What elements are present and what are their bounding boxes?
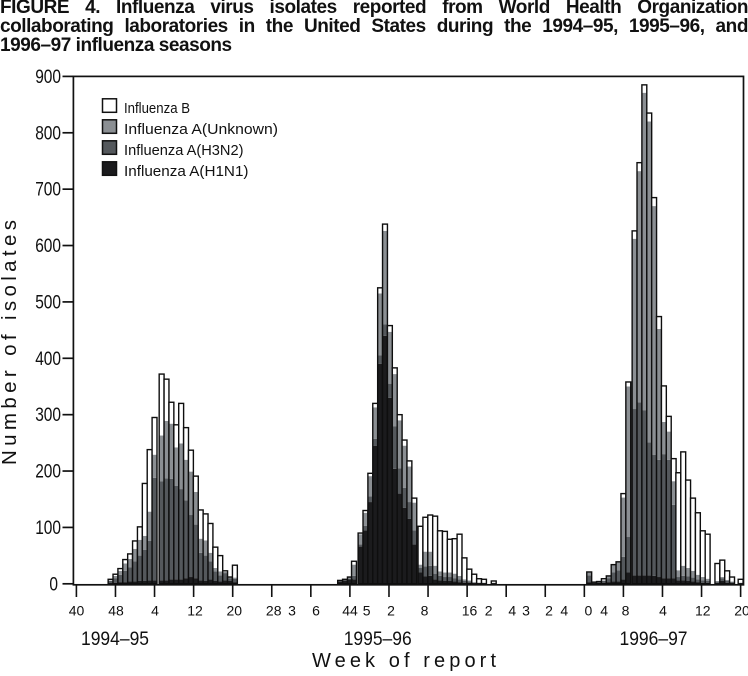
- svg-text:Influenza A(H1N1): Influenza A(H1N1): [124, 163, 249, 180]
- svg-text:700: 700: [35, 180, 61, 201]
- svg-text:1994–95: 1994–95: [81, 628, 149, 650]
- svg-text:8: 8: [622, 603, 630, 619]
- svg-text:4: 4: [151, 603, 159, 619]
- svg-text:12: 12: [695, 603, 711, 619]
- svg-text:12: 12: [187, 603, 203, 619]
- svg-text:1996–97: 1996–97: [620, 628, 688, 650]
- svg-text:400: 400: [35, 349, 61, 370]
- svg-text:200: 200: [35, 462, 61, 483]
- svg-text:4: 4: [560, 603, 568, 619]
- svg-text:Influenza A(H3N2): Influenza A(H3N2): [124, 142, 244, 159]
- svg-text:0: 0: [49, 574, 58, 595]
- svg-text:Influenza B: Influenza B: [124, 100, 190, 117]
- svg-text:1995–96: 1995–96: [344, 628, 412, 650]
- svg-text:44: 44: [342, 603, 358, 619]
- svg-text:Number of isolates: Number of isolates: [0, 220, 21, 465]
- svg-text:28: 28: [266, 603, 282, 619]
- svg-text:48: 48: [108, 603, 124, 619]
- svg-text:6: 6: [312, 603, 320, 619]
- svg-text:40: 40: [69, 603, 85, 619]
- svg-text:500: 500: [35, 292, 61, 313]
- svg-text:2: 2: [545, 603, 553, 619]
- svg-text:900: 900: [35, 67, 61, 88]
- svg-text:5: 5: [363, 603, 371, 619]
- svg-text:800: 800: [35, 123, 61, 144]
- svg-text:8: 8: [421, 603, 429, 619]
- svg-text:300: 300: [35, 405, 61, 426]
- svg-text:Influenza A(Unknown): Influenza A(Unknown): [124, 121, 278, 138]
- svg-text:16: 16: [462, 603, 478, 619]
- svg-text:Week of report: Week of report: [312, 650, 496, 672]
- svg-text:4: 4: [659, 603, 667, 619]
- svg-text:2: 2: [387, 603, 395, 619]
- svg-text:3: 3: [288, 603, 296, 619]
- svg-text:20: 20: [227, 603, 243, 619]
- svg-text:100: 100: [35, 518, 61, 539]
- svg-text:600: 600: [35, 236, 61, 257]
- svg-text:4: 4: [600, 603, 608, 619]
- svg-text:0: 0: [585, 603, 593, 619]
- svg-text:4: 4: [508, 603, 516, 619]
- svg-text:3: 3: [522, 603, 530, 619]
- svg-text:2: 2: [485, 603, 493, 619]
- svg-text:20: 20: [734, 603, 748, 619]
